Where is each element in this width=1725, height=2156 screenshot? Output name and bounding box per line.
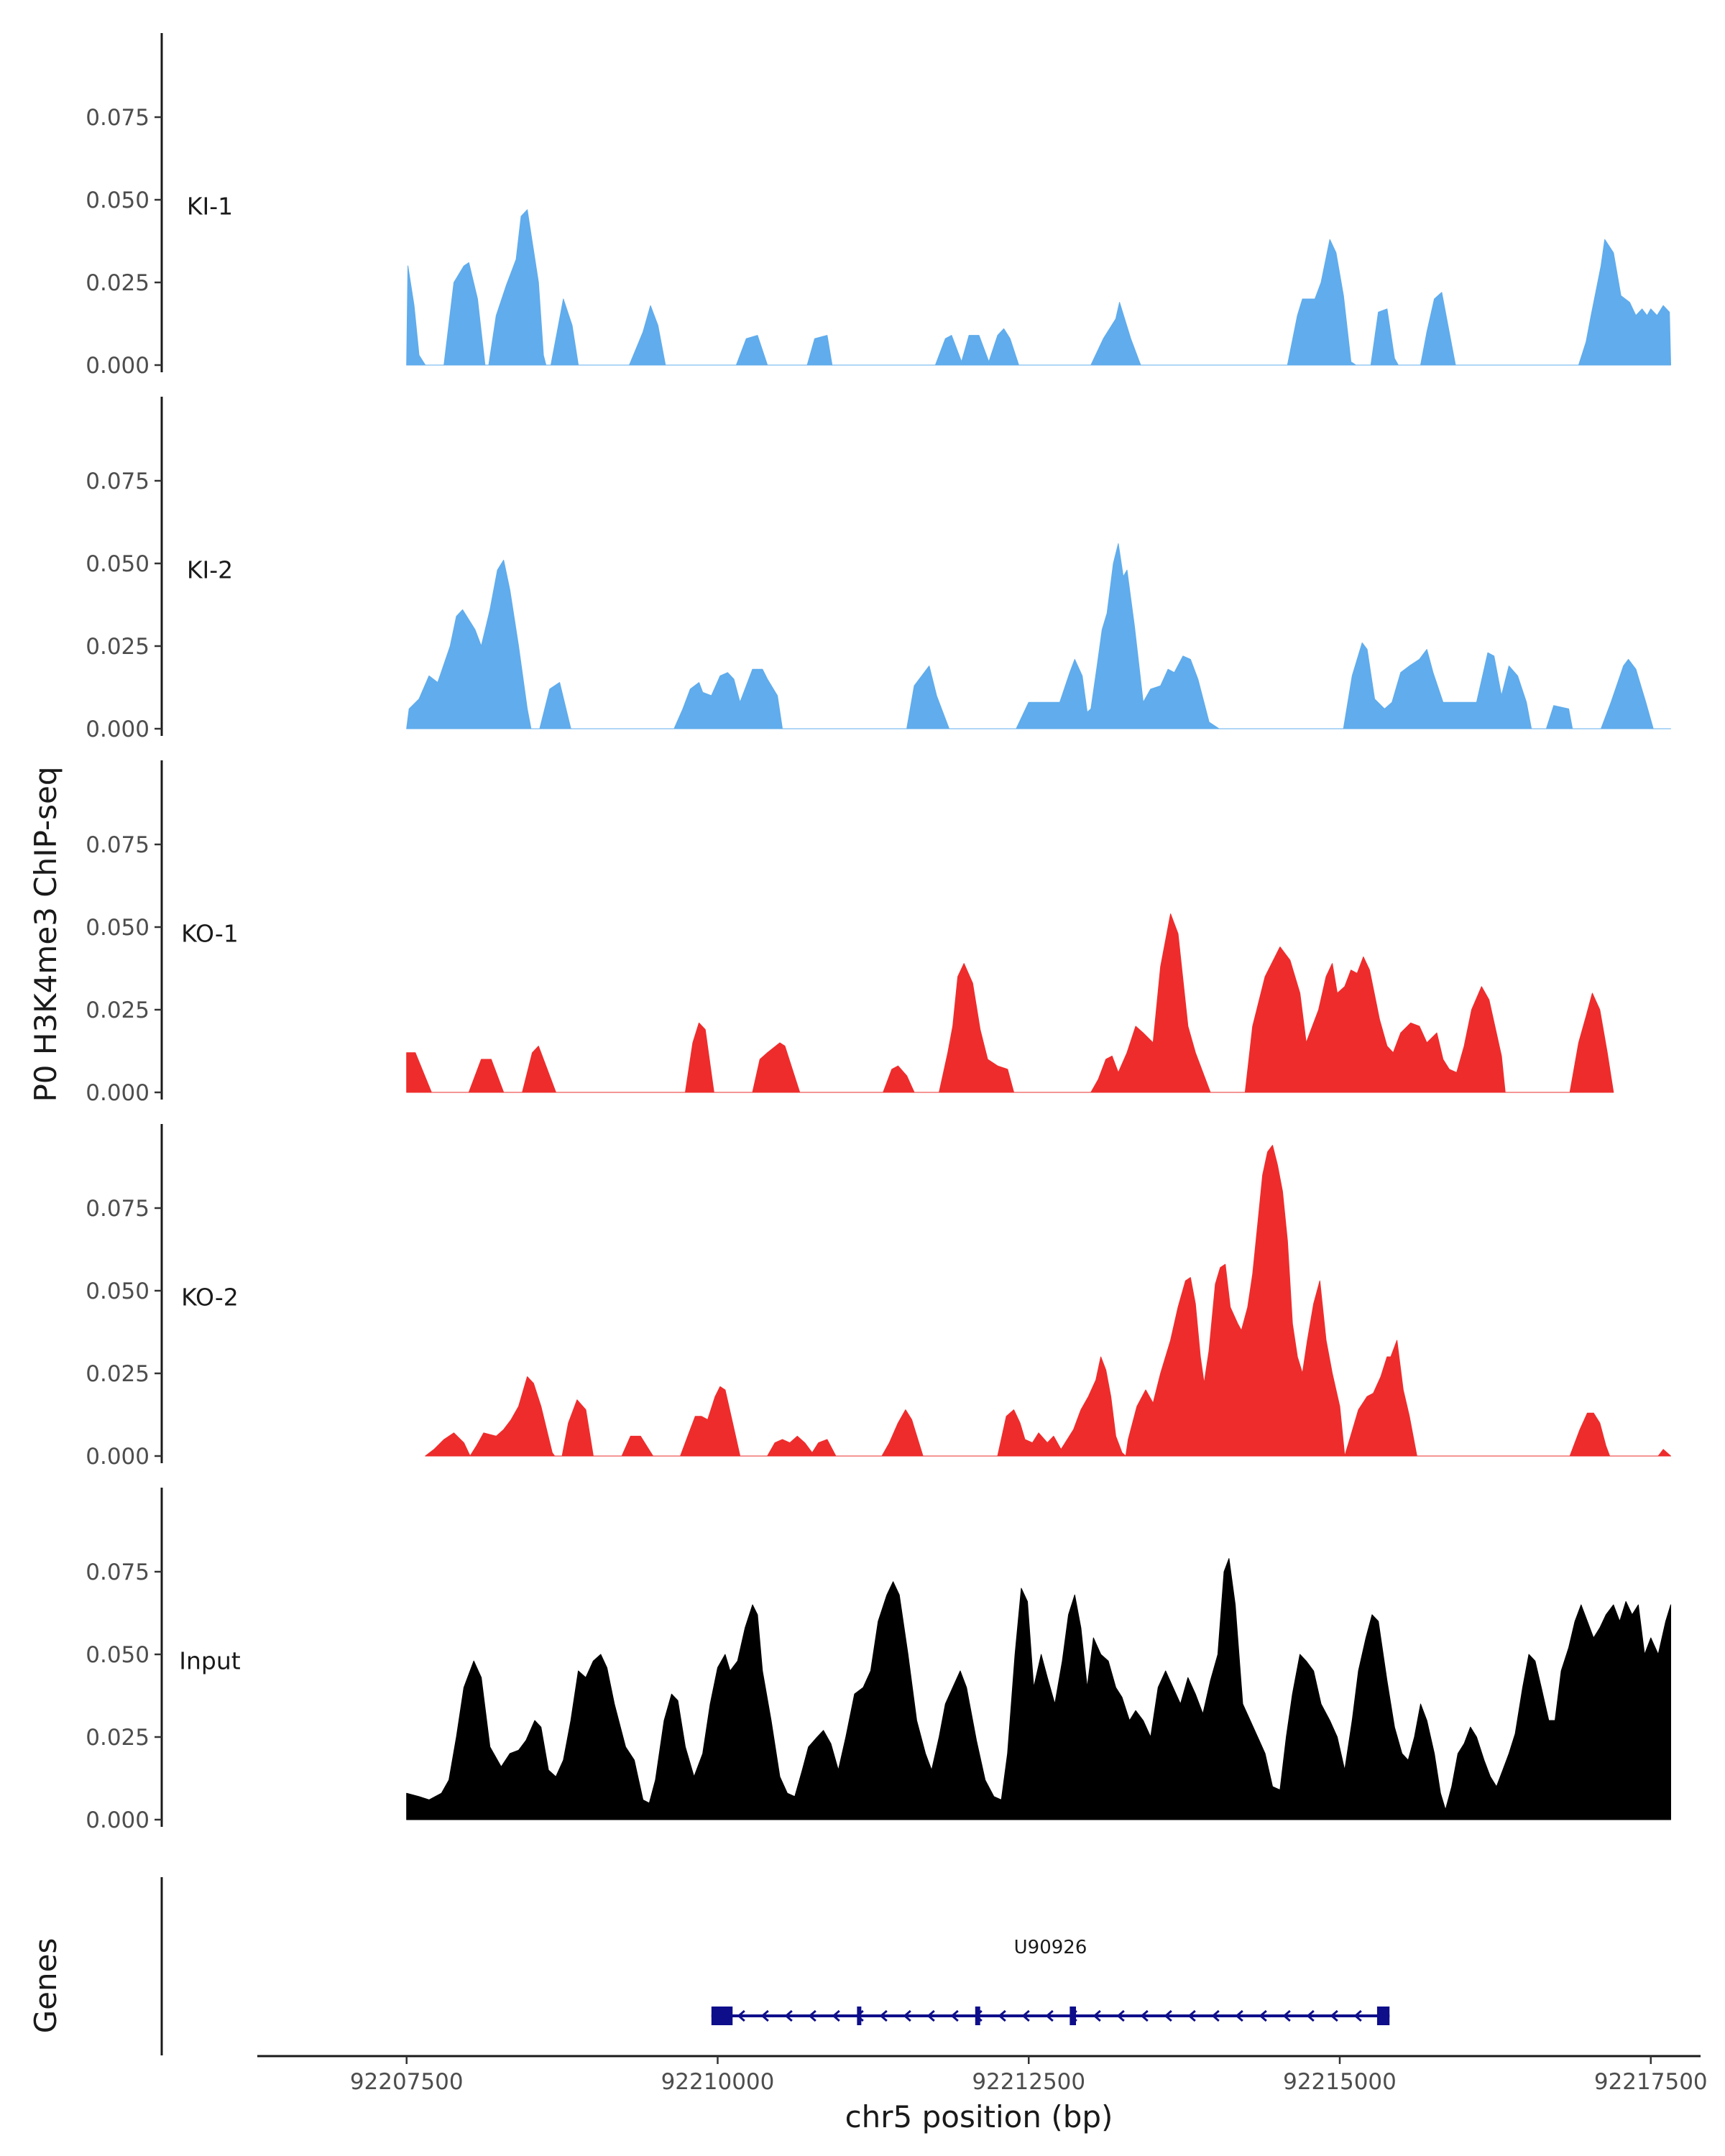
gene-strand-arrow xyxy=(903,2009,911,2022)
track-ko-1-y-tick-label: 0.050 xyxy=(86,915,150,941)
track-ko-2-y-tick-label: 0.025 xyxy=(86,1361,150,1387)
gene-name-label: U90926 xyxy=(1014,1937,1087,1958)
track-ki-1-y-tick-label: 0.025 xyxy=(86,270,150,296)
track-ko-1: 0.000 0.025 0.050 0.075 KO-1 xyxy=(86,760,1614,1106)
gene-strand-arrow xyxy=(879,2009,888,2022)
track-ki-1-y-tick-label: 0.000 xyxy=(86,353,150,379)
gene-strand-arrow xyxy=(1259,2009,1267,2022)
track-ko-1-signal-area xyxy=(406,913,1614,1093)
track-ko-2-y-tick-label: 0.050 xyxy=(86,1279,150,1304)
track-ki-1-y-tick-label: 0.075 xyxy=(86,105,150,131)
track-ko-2-signal-area xyxy=(425,1145,1671,1457)
gene-strand-arrow xyxy=(1330,2009,1338,2022)
y-axis-title: P0 H3K4me3 ChIP-seq xyxy=(28,766,63,1102)
track-ki-2-y-tick-label: 0.050 xyxy=(86,551,150,577)
track-ko-1-y-tick-label: 0.075 xyxy=(86,832,150,858)
track-input: 0.000 0.025 0.050 0.075 Input xyxy=(86,1488,1671,1833)
x-tick-label: 92207500 xyxy=(350,2069,464,2095)
track-ki-1-signal-area xyxy=(406,209,1671,366)
gene-model xyxy=(711,2007,1390,2025)
track-input-y-tick-label: 0.075 xyxy=(86,1560,150,1585)
x-axis: 92207500 92210000 92212500 92215000 92217500… xyxy=(257,2055,1708,2134)
track-ki-1: 0.000 0.025 0.050 0.075 KI-1 xyxy=(86,33,1671,379)
gene-strand-arrow xyxy=(950,2009,959,2022)
gene-strand-arrow xyxy=(760,2009,769,2022)
track-input-y-tick-label: 0.000 xyxy=(86,1807,150,1833)
track-ko-2-label: KO-2 xyxy=(181,1284,239,1312)
track-ko-2-y-tick-label: 0.075 xyxy=(86,1196,150,1222)
gene-exon xyxy=(711,2007,733,2025)
gene-strand-arrow xyxy=(737,2009,745,2022)
track-ko-1-y-tick-label: 0.000 xyxy=(86,1080,150,1106)
track-ki-2-y-tick-label: 0.000 xyxy=(86,717,150,742)
track-ko-1-y-tick-label: 0.025 xyxy=(86,998,150,1023)
track-ko-1-label: KO-1 xyxy=(181,920,239,948)
gene-strand-arrow xyxy=(1211,2009,1220,2022)
signal-tracks: 0.0000.0250.0500.075KI-10.0000.0250.0500… xyxy=(86,33,1671,1833)
track-ki-2-signal-area xyxy=(406,543,1671,729)
track-ki-2-y-tick-label: 0.075 xyxy=(86,469,150,494)
genes-panel: Genes U90926 xyxy=(28,1877,1390,2055)
gene-strand-arrow xyxy=(998,2009,1006,2022)
x-axis-ticks: 92207500 92210000 92212500 92215000 92217500 xyxy=(350,2056,1708,2095)
track-ki-1-y-tick-label: 0.050 xyxy=(86,188,150,213)
track-ki-1-label: KI-1 xyxy=(187,193,233,221)
track-input-y-tick-label: 0.025 xyxy=(86,1725,150,1751)
gene-strand-arrow xyxy=(1187,2009,1196,2022)
track-ko-2: 0.000 0.025 0.050 0.075 KO-2 xyxy=(86,1124,1671,1470)
gene-strand-arrow xyxy=(1353,2009,1362,2022)
gene-strand-arrow xyxy=(808,2009,816,2022)
gene-strand-arrow xyxy=(1045,2009,1054,2022)
track-ki-2-label: KI-2 xyxy=(187,556,233,584)
gene-strand-arrow xyxy=(832,2009,840,2022)
gene-strand-arrow xyxy=(784,2009,793,2022)
gene-exon xyxy=(1376,2007,1390,2025)
track-ko-2-y-tick-label: 0.000 xyxy=(86,1444,150,1470)
track-ki-2-y-tick-label: 0.025 xyxy=(86,634,150,660)
gene-strand-arrow xyxy=(1282,2009,1291,2022)
gene-strand-arrow xyxy=(926,2009,935,2022)
track-ki-2: 0.000 0.025 0.050 0.075 KI-2 xyxy=(86,397,1671,742)
track-input-y-tick-label: 0.050 xyxy=(86,1642,150,1668)
gene-exon xyxy=(857,2007,862,2025)
x-tick-label: 92212500 xyxy=(972,2069,1085,2095)
x-tick-label: 92217500 xyxy=(1594,2069,1708,2095)
x-tick-label: 92215000 xyxy=(1283,2069,1397,2095)
gene-strand-arrow xyxy=(1306,2009,1315,2022)
track-input-signal-area xyxy=(406,1558,1671,1820)
gene-exon xyxy=(1070,2007,1077,2025)
gene-strand-arrow xyxy=(1092,2009,1101,2022)
gene-exon xyxy=(975,2007,980,2025)
track-input-label: Input xyxy=(179,1647,241,1675)
gene-strand-arrow xyxy=(1164,2009,1172,2022)
gene-strand-arrow xyxy=(1021,2009,1030,2022)
gene-strand-arrow xyxy=(1140,2009,1149,2022)
genes-axis-title: Genes xyxy=(28,1938,63,2034)
gene-strand-arrow xyxy=(1235,2009,1243,2022)
x-axis-title: chr5 position (bp) xyxy=(845,2099,1113,2134)
gene-strand-arrow xyxy=(1116,2009,1125,2022)
x-tick-label: 92210000 xyxy=(661,2069,775,2095)
